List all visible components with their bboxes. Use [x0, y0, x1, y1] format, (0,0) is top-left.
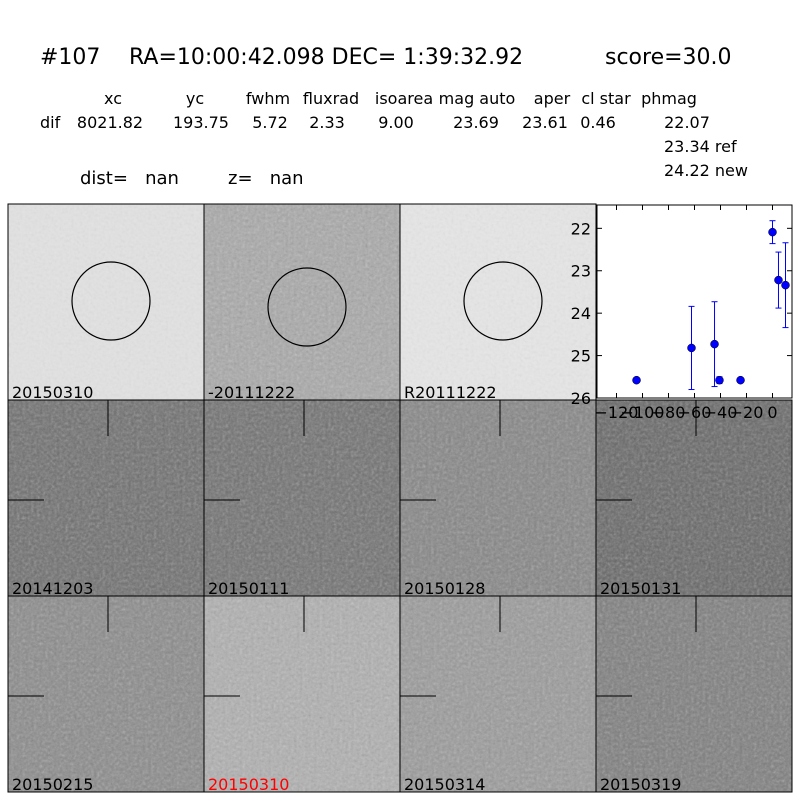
point: [736, 375, 745, 385]
stamp-label: 20150314: [404, 775, 485, 794]
aperture-circle: [71, 261, 151, 341]
column-header: isoarea: [375, 89, 433, 108]
stamp-label: 20141203: [12, 579, 93, 598]
coordinates: RA=10:00:42.098 DEC= 1:39:32.92: [129, 45, 523, 70]
y-tick-label: 23: [571, 262, 591, 281]
stamp-label: 20150215: [12, 775, 93, 794]
column-header: fluxrad: [303, 89, 359, 108]
x-tick-label: 0: [767, 403, 777, 422]
stamp-noise: [8, 400, 204, 596]
stamp-label: 20150131: [600, 579, 681, 598]
point: [715, 375, 724, 385]
chart: 22 23 24 25 26−120−100−80−60−40−20 0: [571, 204, 793, 422]
stamp-frame: [595, 595, 793, 793]
stamp-noise: [204, 400, 400, 596]
cell: 22.07: [664, 113, 710, 132]
stamp-label: R20111222: [404, 383, 497, 402]
cell: 193.75: [173, 113, 229, 132]
cell: 23.61: [522, 113, 568, 132]
dist: dist= nan: [80, 168, 179, 189]
object-id: #107: [40, 45, 100, 70]
stamp-noise: [8, 596, 204, 792]
x-tick-label: −80: [652, 403, 686, 422]
stamp-noise: [8, 204, 204, 400]
score: score=30.0: [605, 45, 732, 70]
point: [710, 339, 719, 349]
stamp-noise: [596, 596, 792, 792]
row-label: dif: [40, 113, 61, 132]
stamp-noise: [400, 204, 596, 400]
z: z= nan: [228, 168, 304, 189]
cell: 8021.82: [77, 113, 143, 132]
x-tick-label: −100: [621, 403, 665, 422]
stamp-label: -20111222: [208, 383, 295, 402]
phmag-line: 23.34 ref: [664, 137, 737, 156]
stamps: 20150310 -20111222 R20111222 20141203 201501…: [7, 203, 793, 794]
column-header: yc: [186, 89, 204, 108]
point: [768, 227, 777, 237]
x-tick-label: −120: [595, 403, 639, 422]
stamp-noise: [596, 400, 792, 596]
aperture-circle: [267, 267, 347, 347]
column-header: phmag: [641, 89, 697, 108]
plot-area: [596, 204, 793, 399]
stamp-noise: [204, 596, 400, 792]
stamp-label: 20150128: [404, 579, 485, 598]
column-header: fwhm: [246, 89, 290, 108]
cell: 0.46: [580, 113, 616, 132]
stamp-label: 20150310: [208, 775, 289, 794]
aperture-circle: [463, 261, 543, 341]
x-tick-label: −20: [730, 403, 764, 422]
x-tick-label: −60: [678, 403, 712, 422]
point: [687, 343, 696, 353]
stamp-noise: [400, 596, 596, 792]
stamp-noise: [400, 400, 596, 596]
point: [781, 280, 790, 290]
stamp-label: 20150111: [208, 579, 289, 598]
column-header: xc: [104, 89, 122, 108]
phmag-line: 24.22 new: [664, 161, 748, 180]
y-tick-label: 26: [571, 389, 591, 408]
y-tick-label: 24: [571, 304, 591, 323]
column-header: mag auto: [439, 89, 516, 108]
y-tick-label: 25: [571, 347, 591, 366]
stamp-noise: [204, 204, 400, 400]
column-header: aper: [534, 89, 571, 108]
cell: 5.72: [252, 113, 288, 132]
y-tick-label: 22: [571, 219, 591, 238]
stamp-label: 20150319: [600, 775, 681, 794]
cell: 2.33: [309, 113, 345, 132]
cell: 9.00: [378, 113, 414, 132]
x-tick-label: −40: [704, 403, 738, 422]
cell: 23.69: [453, 113, 499, 132]
column-header: cl star: [581, 89, 631, 108]
point: [774, 275, 783, 285]
stamp-label: 20150310: [12, 383, 93, 402]
point: [632, 375, 641, 385]
